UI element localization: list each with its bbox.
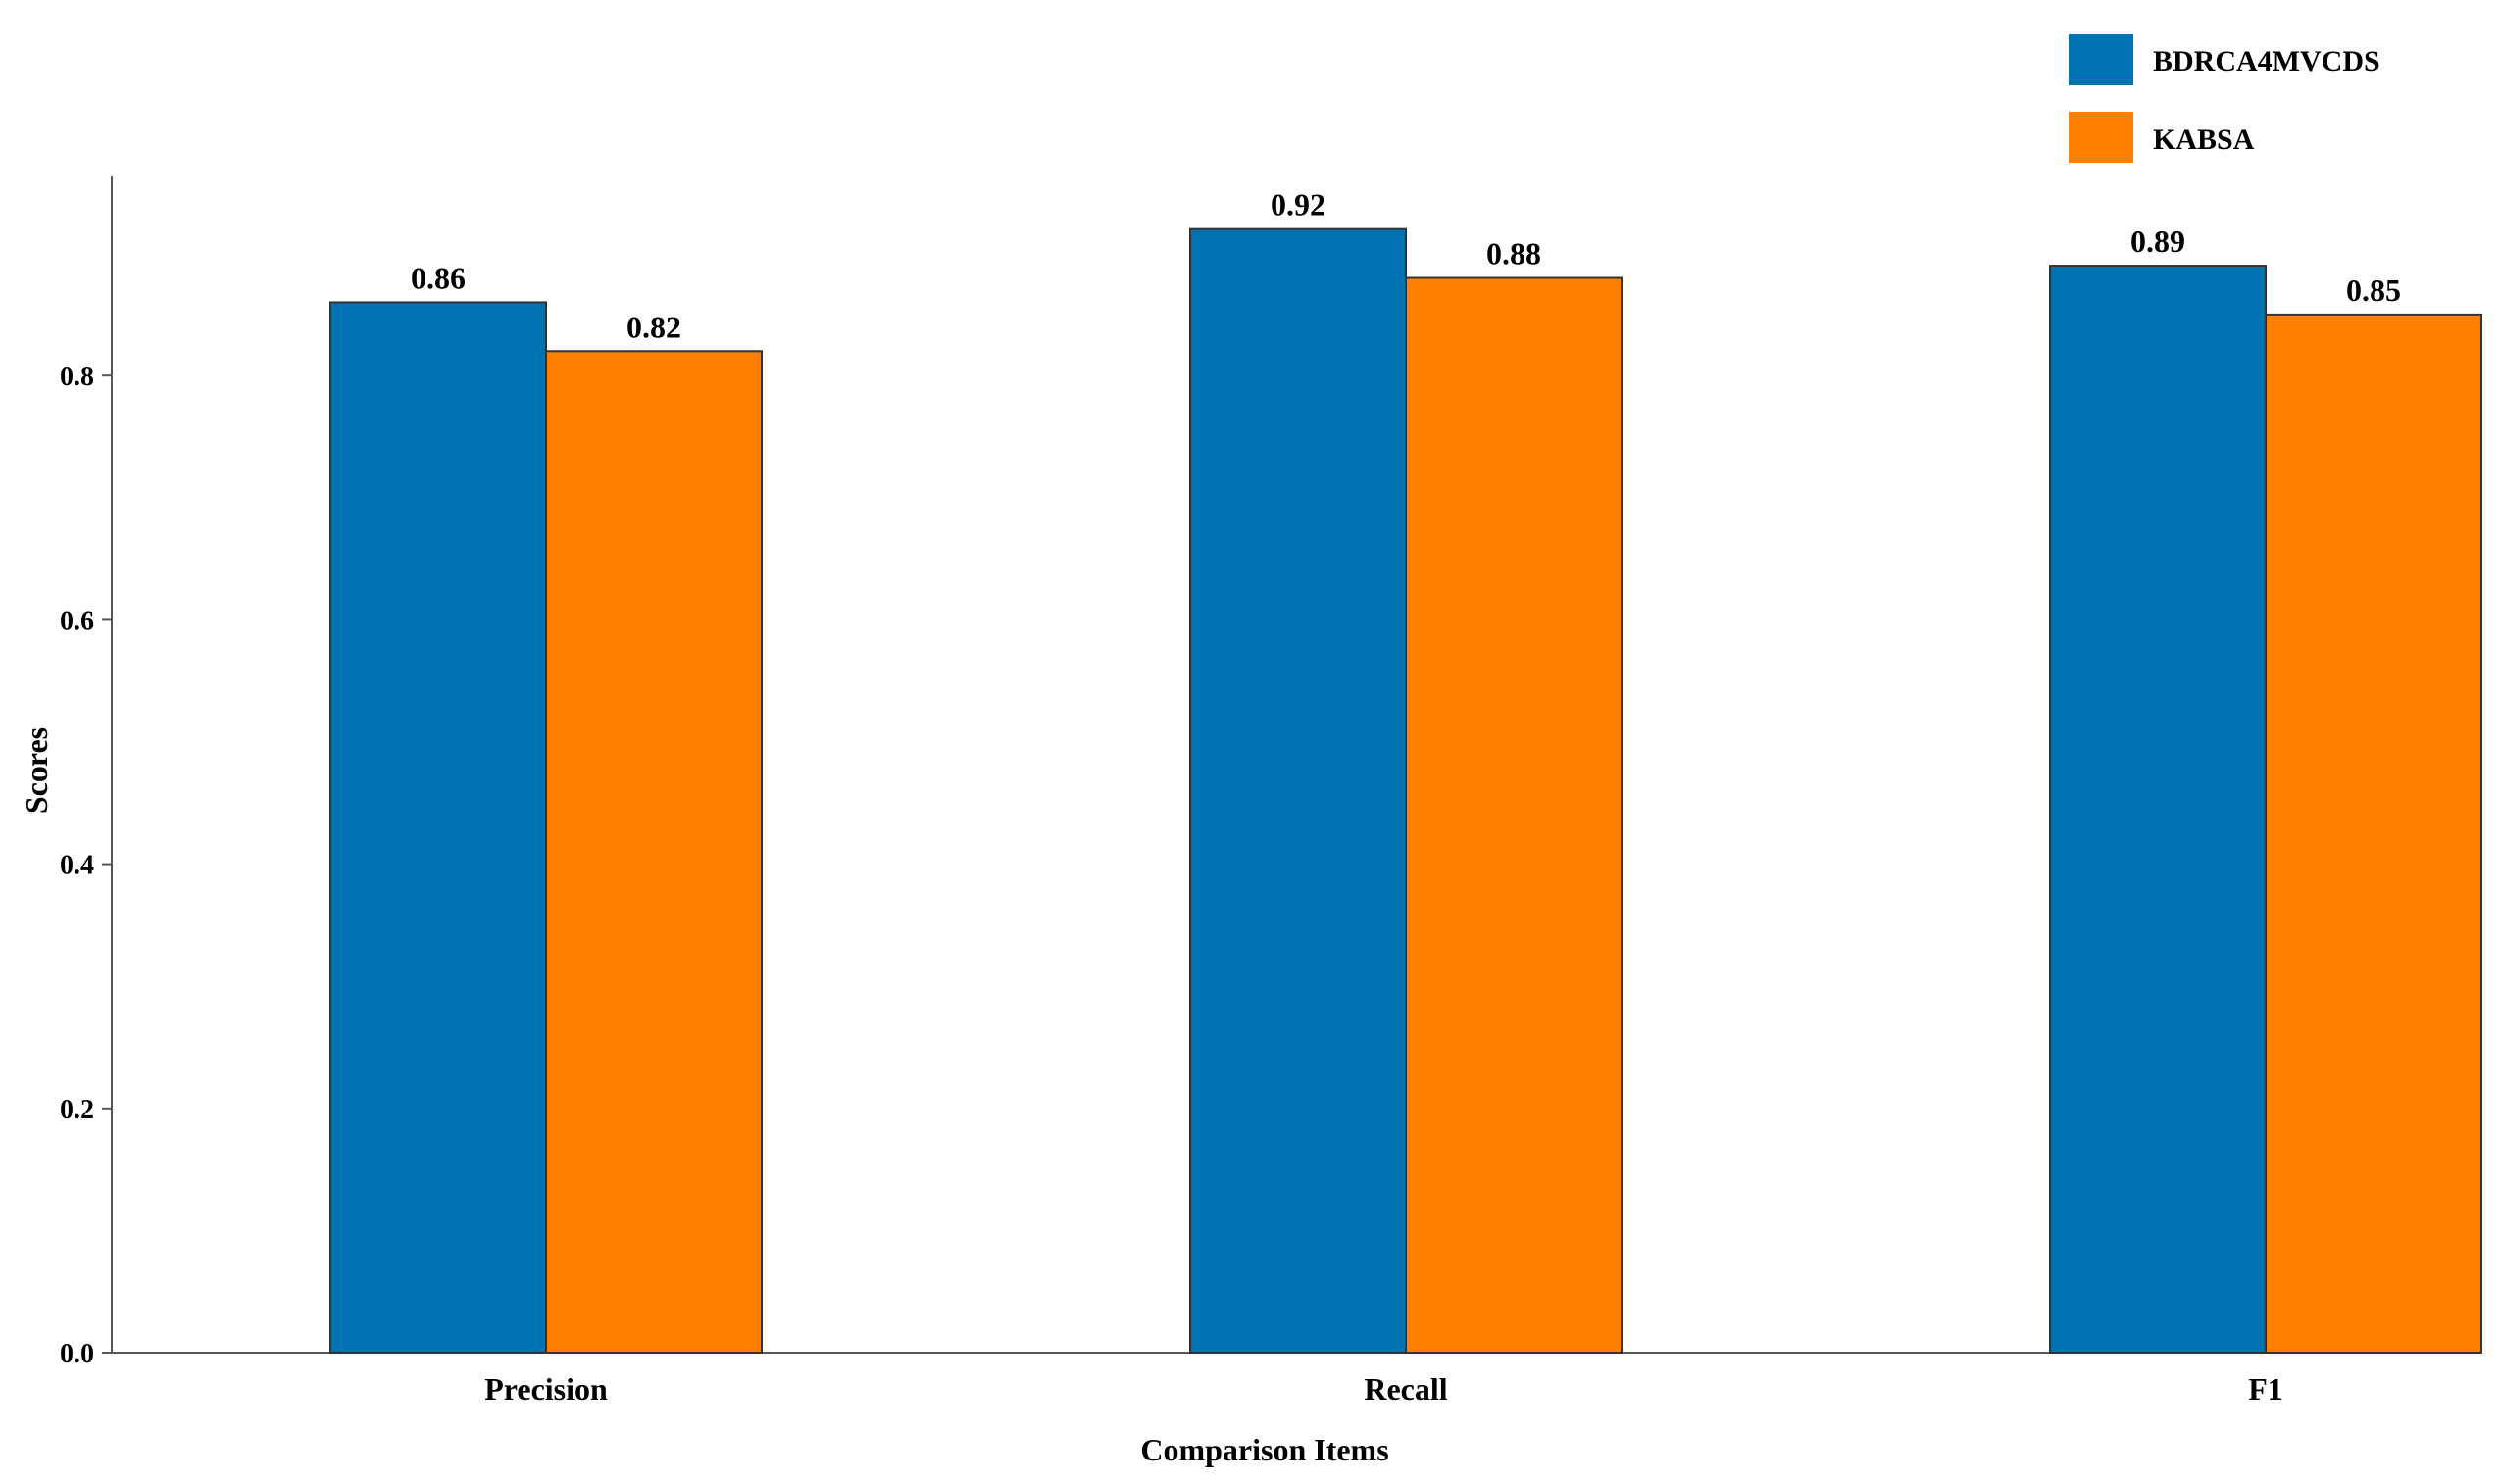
bar-kabsa-recall (1405, 276, 1623, 1354)
x-tick-label-precision: Precision (484, 1371, 608, 1407)
value-label-bdrca4mvcds-f1: 0.89 (2130, 223, 2185, 259)
x-axis-title: Comparison Items (1140, 1432, 1388, 1467)
bar-kabsa-precision (545, 350, 763, 1354)
y-tick-label: 0.0 (60, 1339, 94, 1369)
value-label-kabsa-precision: 0.82 (626, 309, 681, 344)
value-label-kabsa-f1: 0.85 (2346, 272, 2401, 308)
y-ticks: 0.0 0.2 0.4 0.6 0.8 (60, 362, 112, 1369)
legend-swatch-bdrca4mvcds (2069, 34, 2133, 85)
y-tick-label: 0.6 (60, 606, 94, 636)
y-axis-title: Scores (19, 727, 54, 814)
legend-label-bdrca4mvcds: BDRCA4MVCDS (2153, 45, 2380, 77)
bars (329, 227, 2482, 1355)
y-tick-label: 0.8 (60, 362, 94, 392)
x-tick-label-f1: F1 (2248, 1371, 2283, 1407)
value-label-kabsa-recall: 0.88 (1486, 236, 1541, 272)
x-ticks: Precision Recall F1 (484, 1371, 2283, 1407)
bar-bdrca4mvcds-f1 (2049, 265, 2267, 1354)
legend-label-kabsa: KABSA (2153, 124, 2255, 156)
legend: BDRCA4MVCDS KABSA (2069, 34, 2380, 163)
value-label-bdrca4mvcds-recall: 0.92 (1271, 187, 1325, 223)
bar-bdrca4mvcds-recall (1189, 227, 1407, 1354)
value-labels: 0.86 0.82 0.92 0.88 0.89 0.85 (411, 187, 2401, 345)
legend-swatch-kabsa (2069, 112, 2133, 163)
y-tick-label: 0.2 (60, 1095, 94, 1125)
value-label-bdrca4mvcds-precision: 0.86 (411, 260, 466, 295)
y-tick-label: 0.4 (60, 851, 94, 881)
x-tick-label-recall: Recall (1364, 1371, 1447, 1407)
bar-kabsa-f1 (2265, 313, 2482, 1354)
bar-bdrca4mvcds-precision (329, 301, 547, 1355)
